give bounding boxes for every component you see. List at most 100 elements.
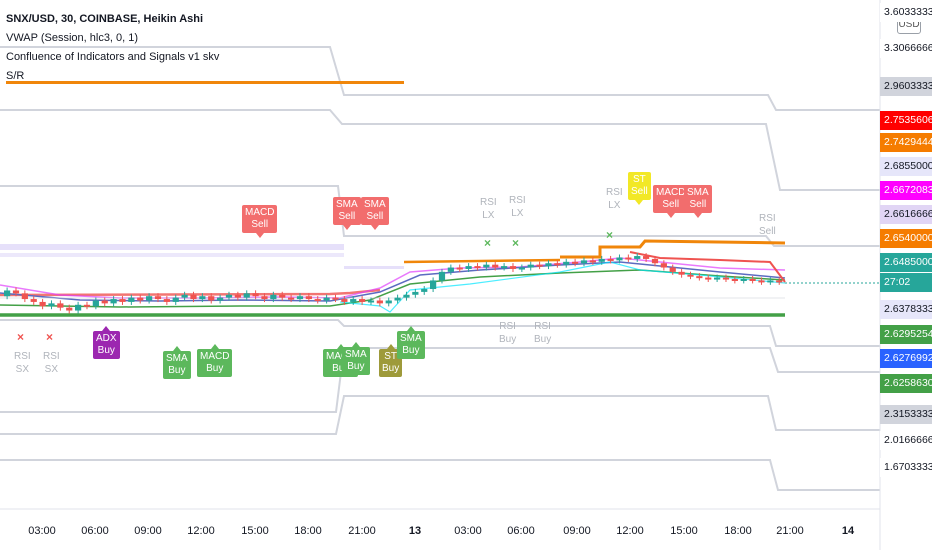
- st-sell-label[interactable]: ST Sell: [628, 172, 651, 205]
- candle[interactable]: [438, 271, 446, 281]
- candle[interactable]: [731, 279, 738, 281]
- candle[interactable]: [208, 296, 215, 301]
- candle[interactable]: [146, 296, 153, 301]
- candle[interactable]: [350, 299, 357, 302]
- candle[interactable]: [323, 297, 330, 301]
- candle[interactable]: [722, 277, 730, 280]
- candle[interactable]: [12, 290, 20, 294]
- candle[interactable]: [536, 264, 543, 267]
- sma-sell-label[interactable]: SMA Sell: [684, 185, 712, 218]
- candle[interactable]: [509, 266, 517, 269]
- candle[interactable]: [172, 297, 179, 302]
- candle[interactable]: [572, 261, 579, 264]
- candle[interactable]: [403, 294, 410, 298]
- macd-sell-label[interactable]: MACD Sell: [242, 205, 278, 238]
- candle[interactable]: [563, 261, 570, 265]
- candle[interactable]: [430, 280, 437, 290]
- candle[interactable]: [314, 299, 321, 302]
- candle[interactable]: [181, 294, 188, 298]
- candle[interactable]: [554, 263, 561, 266]
- candle[interactable]: [616, 257, 623, 261]
- sma-sell-label[interactable]: SMA Sell: [361, 197, 389, 230]
- candle[interactable]: [678, 271, 685, 275]
- candle[interactable]: [119, 299, 126, 302]
- candle[interactable]: [21, 293, 28, 300]
- macd-sell-label[interactable]: MACD Sell: [653, 185, 689, 218]
- candle[interactable]: [30, 299, 37, 302]
- candle[interactable]: [447, 267, 454, 272]
- candle[interactable]: [714, 277, 721, 280]
- candle[interactable]: [598, 258, 605, 262]
- sr-legend[interactable]: S/R: [6, 70, 25, 82]
- candle[interactable]: [110, 299, 117, 304]
- candle[interactable]: [580, 260, 588, 264]
- candle[interactable]: [474, 266, 481, 269]
- candle[interactable]: [39, 301, 46, 307]
- adx-buy-label[interactable]: ADX Buy: [93, 326, 120, 359]
- sma-sell-label[interactable]: SMA Sell: [333, 197, 361, 230]
- candle[interactable]: [4, 290, 11, 297]
- candle[interactable]: [341, 299, 348, 302]
- candle[interactable]: [749, 279, 756, 281]
- candle[interactable]: [776, 280, 783, 283]
- candle[interactable]: [154, 296, 162, 300]
- candle[interactable]: [261, 296, 268, 300]
- candle[interactable]: [66, 307, 73, 311]
- candle[interactable]: [687, 274, 694, 277]
- sma-buy-label[interactable]: SMA Buy: [163, 346, 191, 379]
- candle[interactable]: [217, 297, 224, 301]
- candle[interactable]: [359, 299, 366, 302]
- candle[interactable]: [101, 300, 108, 304]
- st-buy-label[interactable]: ST Buy: [379, 344, 403, 377]
- candle[interactable]: [305, 296, 312, 300]
- candle[interactable]: [589, 260, 596, 263]
- candle[interactable]: [163, 299, 170, 302]
- candle[interactable]: [225, 294, 233, 298]
- candle[interactable]: [740, 279, 747, 281]
- candle[interactable]: [394, 297, 401, 301]
- candle[interactable]: [376, 300, 383, 304]
- candle[interactable]: [385, 300, 392, 304]
- candle[interactable]: [705, 277, 712, 280]
- candle[interactable]: [421, 289, 428, 292]
- symbol-title[interactable]: SNX/USD, 30, COINBASE, Heikin Ashi: [6, 13, 204, 25]
- time-axis[interactable]: 03:00 06:00 09:00 12:00 15:00 18:00 21:00 13 03:…: [0, 509, 880, 550]
- candle[interactable]: [758, 280, 765, 283]
- candle[interactable]: [607, 258, 614, 261]
- candle[interactable]: [767, 280, 774, 283]
- candle[interactable]: [492, 264, 499, 268]
- vwap-legend[interactable]: VWAP (Session, hlc3, 0, 1): [6, 32, 139, 44]
- candle[interactable]: [83, 304, 91, 307]
- candle[interactable]: [696, 276, 703, 279]
- candle[interactable]: [48, 303, 55, 307]
- candle[interactable]: [332, 297, 339, 300]
- candle[interactable]: [669, 267, 676, 272]
- candle[interactable]: [137, 297, 144, 301]
- candle[interactable]: [92, 300, 99, 307]
- candle[interactable]: [527, 264, 534, 268]
- candle[interactable]: [660, 263, 667, 268]
- candle[interactable]: [190, 294, 197, 300]
- candle[interactable]: [643, 256, 650, 259]
- candle[interactable]: [501, 266, 508, 269]
- candle[interactable]: [75, 304, 82, 311]
- candle[interactable]: [367, 300, 375, 303]
- candle[interactable]: [456, 267, 463, 270]
- candle[interactable]: [412, 291, 419, 295]
- candle[interactable]: [465, 266, 472, 269]
- candle[interactable]: [625, 257, 632, 260]
- candle[interactable]: [483, 264, 490, 268]
- candle[interactable]: [545, 263, 552, 267]
- candle[interactable]: [252, 293, 259, 297]
- candle[interactable]: [234, 294, 241, 298]
- candle[interactable]: [243, 293, 250, 298]
- candle[interactable]: [518, 267, 525, 270]
- candle[interactable]: [57, 303, 64, 308]
- candle[interactable]: [199, 296, 206, 300]
- candle[interactable]: [288, 297, 295, 300]
- candle[interactable]: [296, 296, 304, 300]
- candle[interactable]: [128, 297, 135, 302]
- sma-buy-label[interactable]: SMA Buy: [342, 342, 370, 375]
- macd-buy-label[interactable]: MACD Buy: [197, 344, 233, 377]
